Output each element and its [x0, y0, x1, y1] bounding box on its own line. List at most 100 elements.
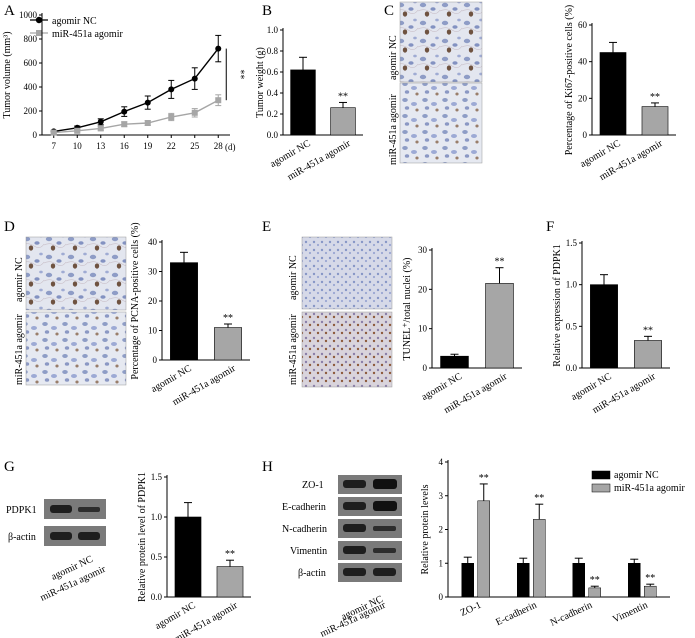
- image-label-e-agomir: miR-451a agomir: [288, 314, 299, 385]
- chart-e-ytick-label: 10: [418, 324, 428, 334]
- chart-h-category-label: ZO-1: [459, 600, 483, 619]
- chart-c-sig-label: **: [650, 92, 660, 103]
- chart-f-ytick-label: 0.5: [566, 321, 578, 331]
- panel-label-b: B: [262, 3, 272, 19]
- chart-f-ytick-label: 0.0: [566, 363, 578, 373]
- chart-c-ytick-label: 20: [578, 93, 588, 103]
- chart-h-bar: [517, 563, 530, 598]
- chart-a-point: [97, 118, 104, 125]
- chart-d-ytick-label: 0: [153, 355, 158, 365]
- chart-b-ytick-label: 0.0: [267, 130, 279, 140]
- chart-d-ytick-label: 30: [148, 267, 158, 277]
- chart-c-bar: [599, 52, 627, 136]
- western-blot-h: [338, 475, 402, 582]
- chart-b-ytick-label: 0.4: [267, 88, 279, 98]
- panel-label-d: D: [4, 219, 15, 235]
- chart-f-ytick-label: 1.5: [566, 238, 578, 248]
- chart-d-pcna: 0 10 20 30 40 Percentage of PCNA-positive cel…: [130, 222, 250, 408]
- image-label-c-agomir: miR-451a agomir: [388, 94, 399, 165]
- chart-h-category-label: E-cadherin: [494, 600, 538, 629]
- chart-c-bar: [641, 106, 669, 136]
- chart-a-point: [144, 99, 151, 106]
- chart-e-ytick-label: 20: [418, 284, 428, 294]
- western-blot-g: [44, 499, 106, 546]
- blot-h-label-zo1: ZO-1: [302, 480, 324, 491]
- chart-a-xtick-label: 25: [190, 141, 200, 151]
- panel-label-h: H: [262, 459, 273, 475]
- chart-a-xtick-label: 28: [214, 141, 224, 151]
- chart-a-series-line: [53, 99, 219, 134]
- chart-h-category-label: Vimentin: [611, 600, 649, 626]
- chart-a-point: [215, 45, 222, 52]
- chart-h-sig-label: **: [645, 573, 655, 584]
- chart-h-ytick-label: 2: [439, 525, 444, 535]
- chart-d-ytick-label: 20: [148, 296, 158, 306]
- chart-e-bar: [485, 283, 514, 369]
- chart-h-protein-levels: 0 1 2 3 4 Relative protein levels ** ZO-1 ** E-ca…: [420, 457, 685, 629]
- chart-f-ylabel: Relative expression of PDPK1: [552, 244, 563, 367]
- chart-h-sig-label: **: [534, 493, 544, 504]
- chart-d-ytick-label: 10: [148, 326, 158, 336]
- legend-a-nc: agomir NC: [52, 16, 97, 27]
- panel-label-a: A: [4, 3, 15, 19]
- chart-a-ytick-label: 200: [24, 106, 38, 116]
- chart-e-ylabel: TUNEL⁺/total nuclei (%): [402, 257, 413, 360]
- chart-a-ylabel: Tumor volume (mm³): [2, 31, 13, 118]
- chart-g-bar: [174, 516, 202, 598]
- chart-a-point: [168, 86, 175, 93]
- ihc-image-c-nc: [399, 1, 483, 83]
- chart-a-point: [50, 129, 57, 136]
- chart-d-bar: [214, 327, 242, 361]
- chart-h-bar: [477, 500, 490, 598]
- chart-e-ytick-label: 0: [423, 363, 428, 373]
- panel-label-g: G: [4, 459, 15, 475]
- legend-a-agomir: miR-451a agomir: [52, 29, 123, 40]
- chart-a-ytick-label: 400: [24, 82, 38, 92]
- panel-label-c: C: [384, 3, 394, 19]
- chart-h-legend-label: miR-451a agomir: [614, 483, 685, 494]
- chart-c-ylabel: Percentage of Ki67-positive cells (%): [564, 5, 575, 156]
- chart-b-sig-label: **: [338, 91, 348, 102]
- chart-a-point: [74, 127, 81, 134]
- chart-a-tumor-volume: 0 200 400 600 800 1000 Tumor volume (mm³) 7 10 13…: [2, 10, 245, 151]
- chart-h-ylabel: Relative protein levels: [420, 484, 431, 574]
- ihc-image-d-nc: [25, 236, 127, 311]
- chart-g-ylabel: Relative protein level of PDPK1: [137, 472, 148, 602]
- chart-a-ytick-label: 0: [33, 130, 38, 140]
- chart-c-ytick-label: 40: [578, 57, 588, 67]
- chart-b-ytick-label: 0.6: [267, 67, 279, 77]
- ihc-image-c-agomir: [399, 82, 483, 164]
- chart-c-ytick-label: 0: [583, 130, 588, 140]
- chart-b-ytick-label: 1.0: [267, 25, 279, 35]
- chart-h-sig-label: **: [590, 575, 600, 586]
- chart-a-xtick-label: 13: [96, 141, 106, 151]
- chart-a-sig-label: **: [234, 69, 245, 79]
- chart-a-point: [121, 121, 128, 128]
- chart-h-bar: [533, 519, 546, 598]
- chart-h-ytick-label: 4: [439, 457, 444, 467]
- chart-h-ytick-label: 3: [439, 491, 444, 501]
- chart-f-sig-label: **: [643, 325, 653, 336]
- tunel-image-e-nc: [301, 236, 393, 310]
- ihc-image-d-agomir: [25, 311, 127, 386]
- chart-d-ylabel: Percentage of PCNA-positive cells (%): [130, 222, 141, 379]
- panel-label-f: F: [546, 219, 554, 235]
- chart-h-bar: [588, 587, 601, 598]
- chart-g-bar: [216, 566, 244, 598]
- chart-a-point: [97, 125, 104, 132]
- image-label-e-nc: agomir NC: [288, 255, 299, 300]
- chart-a-point: [144, 120, 151, 126]
- blot-h-label-vim: Vimentin: [290, 546, 327, 557]
- blot-g-label-actin: β-actin: [8, 532, 36, 543]
- chart-d-ytick-label: 40: [148, 237, 158, 247]
- chart-d-sig-label: **: [223, 313, 233, 324]
- chart-h-legend-label: agomir NC: [614, 470, 659, 481]
- chart-a-xtick-label: 19: [143, 141, 153, 151]
- chart-f-bar: [590, 284, 618, 369]
- chart-a-xtick-label: 10: [73, 141, 83, 151]
- chart-h-bar: [644, 585, 657, 598]
- chart-h-legend-swatch: [591, 470, 611, 480]
